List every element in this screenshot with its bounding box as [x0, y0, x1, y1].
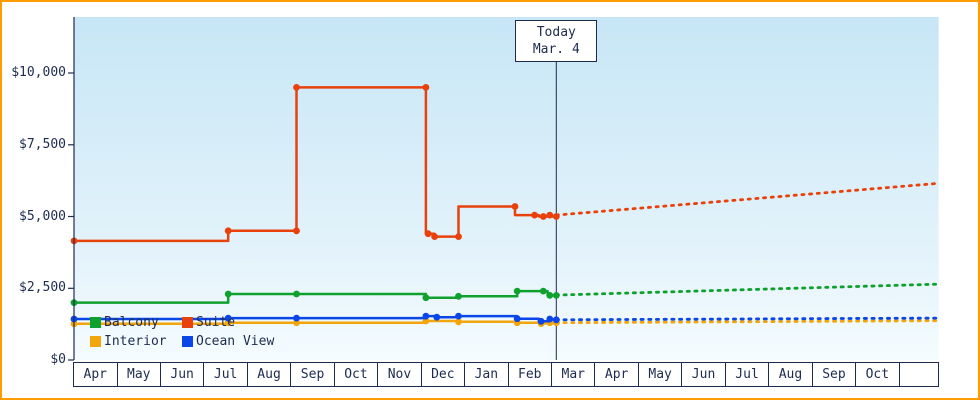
- series-interior-point: [455, 318, 462, 326]
- series-balcony-point: [552, 292, 560, 299]
- month-cell-jul-15: Jul: [724, 362, 770, 387]
- y-axis-label: $7,500: [19, 136, 66, 152]
- series-ocean-view-point: [546, 315, 554, 323]
- month-cell-oct-18: Oct: [855, 362, 900, 387]
- legend-label-suite: Suite: [196, 315, 236, 330]
- series-balcony-point: [455, 292, 462, 300]
- legend-swatch-ocean-view: [182, 336, 193, 347]
- month-cell-dec-8: Dec: [420, 362, 466, 387]
- legend-label-interior: Interior: [104, 334, 167, 349]
- y-axis-label: $10,000: [11, 65, 66, 80]
- legend-item-suite: Suite: [182, 314, 274, 331]
- series-suite-point: [431, 233, 438, 241]
- series-suite-point: [552, 213, 560, 220]
- y-axis-label: $0: [50, 352, 66, 367]
- series-ocean-view-point: [513, 315, 521, 323]
- series-ocean-view-point: [433, 313, 441, 321]
- y-axis-label: $2,500: [19, 280, 66, 296]
- series-suite-point: [224, 227, 232, 235]
- legend-label-balcony: Balcony: [104, 315, 159, 330]
- series-balcony-point: [224, 290, 232, 298]
- series-balcony-forecast-line: [554, 282, 938, 297]
- month-cell-may-1: May: [116, 362, 161, 387]
- month-cell-jul-3: Jul: [203, 362, 248, 387]
- legend-item-ocean-view: Ocean View: [182, 333, 274, 350]
- today-marker-title: Today: [536, 25, 576, 40]
- series-suite-point: [539, 213, 547, 220]
- month-cell-jan-9: Jan: [464, 362, 509, 387]
- series-suite-point: [422, 84, 430, 91]
- month-cell-apr-12: Apr: [594, 362, 639, 387]
- month-cell-may-13: May: [637, 362, 683, 387]
- legend-swatch-balcony: [90, 317, 101, 328]
- series-suite-point: [455, 233, 462, 241]
- month-cell-aug-16: Aug: [768, 362, 813, 387]
- series-suite-point: [293, 227, 300, 235]
- series-suite-point: [424, 230, 432, 238]
- month-cell-feb-10: Feb: [507, 362, 552, 387]
- series-balcony-point: [513, 287, 521, 295]
- today-marker-date: Mar. 4: [532, 42, 580, 57]
- month-cell-sep-5: Sep: [290, 362, 335, 387]
- series-suite-forecast-line: [554, 182, 938, 217]
- chart-legend: Balcony Suite Interior Ocean View: [90, 314, 274, 350]
- series-suite-point: [531, 211, 538, 219]
- series-ocean-view-point: [224, 314, 232, 322]
- series-ocean-view-point: [552, 316, 560, 324]
- legend-swatch-interior: [90, 336, 101, 347]
- series-balcony-point: [546, 292, 554, 299]
- legend-label-ocean-view: Ocean View: [196, 334, 275, 349]
- month-cell-aug-4: Aug: [246, 362, 292, 387]
- today-marker: Today Mar. 4: [515, 20, 598, 62]
- series-ocean-view-point: [537, 317, 545, 325]
- y-axis-label: $5,000: [19, 208, 66, 224]
- legend-swatch-suite: [182, 317, 193, 328]
- series-ocean-view-point: [293, 314, 300, 322]
- month-cell-sep-17: Sep: [811, 362, 857, 387]
- month-cell-nov-7: Nov: [377, 362, 422, 387]
- month-cell-mar-11: Mar: [551, 362, 596, 387]
- month-cell-oct-6: Oct: [333, 362, 379, 387]
- series-ocean-view-point: [422, 312, 430, 320]
- plot-background: [74, 17, 939, 360]
- month-cell-empty: [898, 362, 939, 387]
- series-suite-point: [511, 203, 519, 210]
- legend-item-balcony: Balcony: [90, 314, 182, 331]
- series-interior-forecast-line: [554, 319, 938, 325]
- series-balcony-point: [539, 287, 547, 295]
- legend-item-interior: Interior: [90, 333, 182, 350]
- month-cell-jun-14: Jun: [681, 362, 726, 387]
- series-suite-point: [546, 211, 554, 219]
- series-suite-point: [293, 84, 300, 91]
- series-ocean-view-point: [455, 312, 462, 320]
- series-balcony-point: [293, 290, 300, 298]
- month-cell-apr-0: Apr: [73, 362, 118, 387]
- series-ocean-view-forecast-line: [554, 316, 938, 322]
- series-balcony-point: [422, 294, 430, 302]
- month-cell-jun-2: Jun: [159, 362, 205, 387]
